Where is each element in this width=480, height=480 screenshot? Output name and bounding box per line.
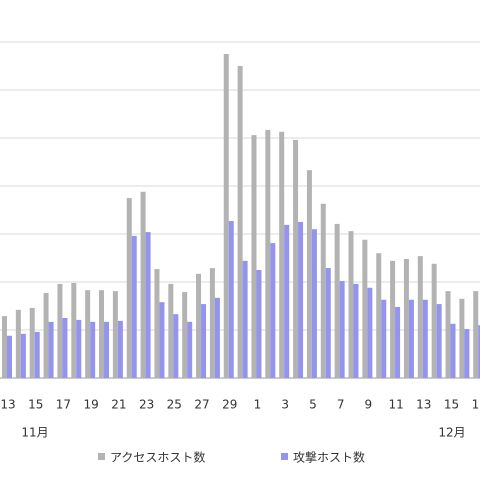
bar (71, 282, 77, 378)
bar (131, 235, 137, 378)
bar (182, 292, 188, 378)
bar (431, 263, 437, 378)
bar (85, 290, 91, 378)
x-tick-label: 25 (167, 398, 182, 412)
bar (334, 223, 340, 378)
bar (320, 203, 326, 378)
bar (251, 135, 257, 378)
bar (459, 298, 465, 378)
bar (173, 314, 179, 378)
x-tick-label: 7 (337, 398, 345, 412)
bar (265, 129, 271, 378)
x-tick-label: 1 (254, 398, 262, 412)
bar (117, 320, 123, 378)
bar (201, 304, 207, 378)
x-tick-label: 17 (56, 398, 71, 412)
bar (362, 239, 368, 378)
x-tick-label: 21 (111, 398, 126, 412)
bar (381, 299, 387, 378)
bar (57, 283, 63, 378)
bar (209, 268, 215, 378)
bar (62, 318, 68, 378)
bar (367, 287, 373, 378)
bar (228, 221, 234, 378)
bar (112, 291, 118, 378)
x-tick-label: 13 (0, 398, 15, 412)
bar (145, 232, 151, 378)
bar (390, 260, 396, 378)
bar (34, 331, 40, 378)
bar (242, 260, 248, 378)
bar (403, 258, 409, 378)
bar (464, 329, 470, 378)
bar (408, 299, 414, 378)
bar (29, 307, 35, 378)
bar (20, 333, 26, 378)
bar (168, 283, 174, 378)
bar (339, 281, 345, 378)
x-tick-label: 9 (365, 398, 373, 412)
bar (270, 243, 276, 378)
bar (159, 302, 165, 378)
bar (348, 231, 354, 378)
x-tick-label: 23 (139, 398, 154, 412)
bar (395, 306, 401, 378)
bar (104, 321, 110, 378)
x-tick-label: 15 (28, 398, 43, 412)
x-tick-label: 15 (444, 398, 459, 412)
bar (279, 131, 285, 378)
bar (256, 270, 262, 378)
bar (48, 321, 54, 378)
bar (140, 191, 146, 378)
month-label: 12月 (438, 426, 465, 440)
x-tick-label: 13 (416, 398, 431, 412)
bar (417, 256, 423, 378)
bar (478, 325, 480, 378)
bar (376, 253, 382, 378)
bar (90, 321, 96, 378)
bar (187, 321, 193, 378)
bar (473, 291, 479, 378)
bar (223, 54, 229, 378)
bar (196, 273, 202, 378)
x-tick-label: 3 (281, 398, 289, 412)
x-tick-label: 5 (309, 398, 317, 412)
bar (284, 224, 290, 378)
bar (154, 269, 160, 378)
bar (436, 304, 442, 378)
month-label: 11月 (21, 426, 48, 440)
x-tick-label: 27 (194, 398, 209, 412)
bar (76, 319, 82, 378)
bar (311, 229, 317, 378)
legend-swatch (98, 453, 105, 460)
bar (7, 335, 12, 378)
bar (43, 293, 49, 378)
legend-label: アクセスホスト数 (110, 450, 205, 465)
legend-swatch (281, 453, 288, 460)
bar (422, 299, 428, 378)
bar (293, 139, 299, 378)
bar (445, 291, 451, 378)
bar (353, 283, 359, 378)
bar (325, 268, 331, 378)
bar (15, 309, 21, 378)
x-tick-label: 17 (472, 398, 480, 412)
bar (450, 323, 456, 378)
bar (2, 316, 7, 378)
legend-label: 攻撃ホスト数 (293, 450, 365, 465)
x-tick-label: 29 (222, 398, 237, 412)
bar (237, 66, 243, 378)
bar (214, 297, 220, 378)
x-tick-label: 11 (388, 398, 403, 412)
bar (298, 222, 304, 378)
x-tick-label: 19 (84, 398, 99, 412)
bar (126, 198, 132, 378)
bar (306, 170, 312, 378)
bar (99, 290, 105, 378)
